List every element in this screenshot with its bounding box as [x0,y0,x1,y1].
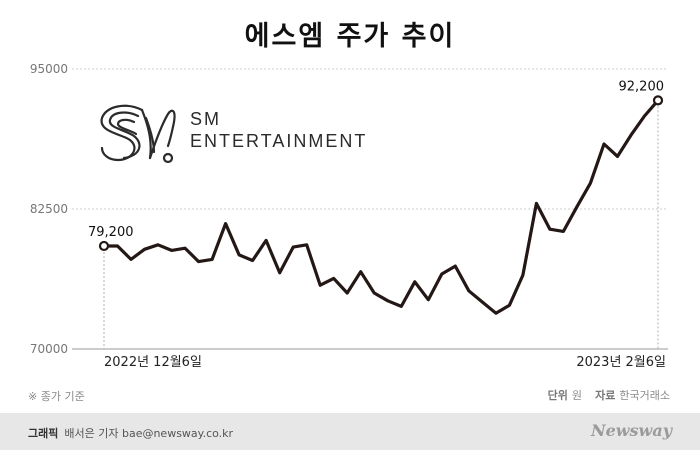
y-tick-label: 95000 [30,62,68,76]
data-label-end: 92,200 [619,79,665,94]
grid-lines [72,68,668,350]
unit-key: 단위 [547,389,568,402]
credit-text: 배서은 기자 bae@newsway.co.kr [64,427,234,440]
brand-logo: Newsway [590,421,672,440]
graphic-credit: 그래픽 배서은 기자 bae@newsway.co.kr [28,425,233,441]
unit-label: 단위 원 [548,387,582,403]
source-key: 자료 [595,389,616,402]
unit-value: 원 [571,389,582,402]
data-points [98,95,664,252]
logo-line-2: ENTERTAINMENT [190,131,368,151]
source-value: 한국거래소 [619,389,670,402]
x-tick-label-end: 2023년 2월6일 [576,355,666,370]
credit-label: 그래픽 [28,427,59,440]
chart-title: 에스엠 주가 추이 [244,21,456,52]
y-axis-ticks: 95000 82500 70000 [30,62,68,356]
start-point-marker [98,240,110,252]
logo-wordmark: SM ENTERTAINMENT [190,108,367,152]
line-chart: 95000 82500 70000 2022년 12월6일 2023년 2월6일 79… [30,62,668,370]
sm-logo-icon [100,104,176,164]
x-axis: 2022년 12월6일 2023년 2월6일 [103,106,666,370]
series-line-stock-price [102,98,660,315]
data-label-start: 79,200 [88,225,134,240]
closing-price-note: ※ 종가 기준 [28,390,85,403]
source-label: 자료 한국거래소 [595,387,670,403]
data-labels: 79,200 92,200 [88,79,664,240]
end-point-marker [652,95,664,106]
logo-line-1: SM [190,109,221,129]
y-tick-label: 82500 [30,202,68,216]
x-tick-label-start: 2022년 12월6일 [104,355,202,370]
footer-bar: 그래픽 배서은 기자 bae@newsway.co.kr Newsway [0,413,700,450]
y-tick-label: 70000 [30,342,68,356]
